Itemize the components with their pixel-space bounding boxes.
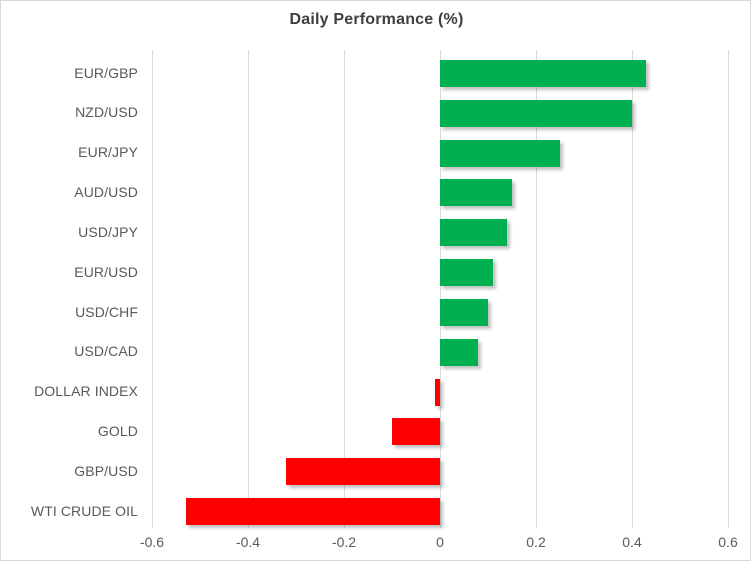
chart-title: Daily Performance (%) [289,11,464,28]
gridline [343,50,345,528]
category-label: USD/CAD [74,343,138,360]
x-axis-tick-label: -0.6 [139,534,165,550]
bar-aud-usd [440,179,512,207]
x-axis-tick-label: 0.2 [526,534,546,550]
category-label: EUR/USD [74,263,138,280]
bar-gbp-usd [286,458,440,486]
plot-area [151,50,729,528]
category-label: USD/JPY [78,223,138,240]
x-axis-tick-label: 0 [436,534,444,550]
bar-eur-jpy [440,139,560,167]
category-axis: EUR/GBP NZD/USD EUR/JPY AUD/USD USD/JPY EUR/U… [0,50,138,528]
value-axis: -0.6 -0.4 -0.2 0 0.2 0.4 0.6 [0,534,753,556]
category-label: EUR/JPY [78,144,138,161]
category-label: GOLD [97,423,138,439]
gridline [439,50,441,528]
gridline [151,50,153,528]
bar-wti-crude-oil [185,498,440,526]
bar-dollar-index [435,378,440,406]
bar-eur-gbp [440,59,647,87]
category-label: NZD/USD [75,104,138,121]
bar-usd-chf [440,298,488,326]
x-axis-tick-label: 0.6 [718,534,738,550]
bar-usd-cad [440,338,479,366]
gridline [247,50,249,528]
bar-gold [392,418,440,446]
category-label: WTI CRUDE OIL [30,502,138,519]
category-label: EUR/GBP [74,64,138,81]
gridline [727,50,729,528]
bar-usd-jpy [440,219,508,247]
bar-nzd-usd [440,99,632,127]
gridline [631,50,633,528]
x-axis-tick-label: 0.4 [622,534,642,550]
category-label: DOLLAR INDEX [34,383,138,400]
x-axis-tick-label: -0.2 [331,534,357,550]
x-axis-tick-label: -0.4 [235,534,261,550]
category-label: GBP/USD [74,462,138,479]
gridline [535,50,537,528]
bar-eur-usd [440,259,493,287]
category-label: AUD/USD [74,184,138,200]
category-label: USD/CHF [75,303,138,320]
